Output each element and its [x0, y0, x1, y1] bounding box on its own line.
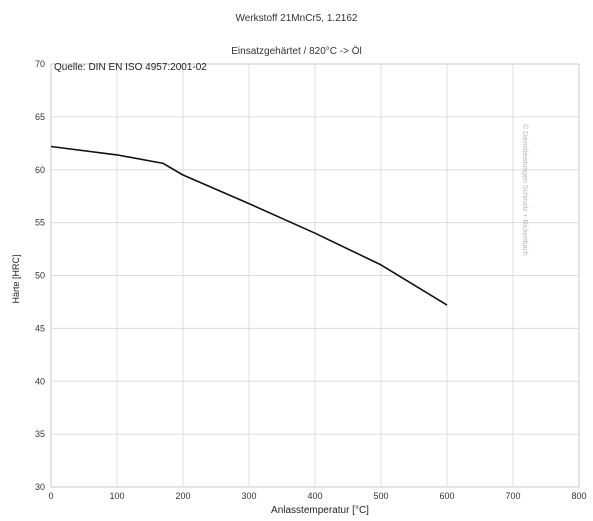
watermark: © Dienstleistungen Schmolz + Bickenbach	[521, 124, 528, 256]
y-tick-label: 65	[35, 112, 45, 122]
chart-subtitle: Einsatzgehärtet / 820°C -> Öl	[231, 46, 362, 57]
x-tick-label: 200	[175, 491, 190, 501]
x-tick-label: 800	[571, 491, 586, 501]
y-tick-label: 55	[35, 218, 45, 228]
y-tick-label: 35	[35, 429, 45, 439]
y-tick-label: 50	[35, 271, 45, 281]
y-axis-label: Härte [HRC]	[11, 254, 21, 304]
y-tick-label: 45	[35, 323, 45, 333]
x-tick-label: 0	[48, 491, 53, 501]
x-tick-label: 700	[505, 491, 520, 501]
y-tick-label: 30	[35, 482, 45, 492]
x-tick-label: 100	[109, 491, 124, 501]
x-tick-label: 600	[439, 491, 454, 501]
x-tick-label: 500	[373, 491, 388, 501]
y-tick-label: 40	[35, 376, 45, 386]
y-tick-label: 70	[35, 59, 45, 69]
x-tick-label: 400	[307, 491, 322, 501]
x-tick-label: 300	[241, 491, 256, 501]
y-tick-label: 60	[35, 165, 45, 175]
source-annotation: Quelle: DIN EN ISO 4957:2001-02	[54, 62, 207, 73]
series-line	[50, 145, 448, 306]
x-axis-label: Anlasstemperatur [°C]	[271, 505, 369, 516]
chart-title: Werkstoff 21MnCr5, 1.2162	[235, 13, 358, 24]
